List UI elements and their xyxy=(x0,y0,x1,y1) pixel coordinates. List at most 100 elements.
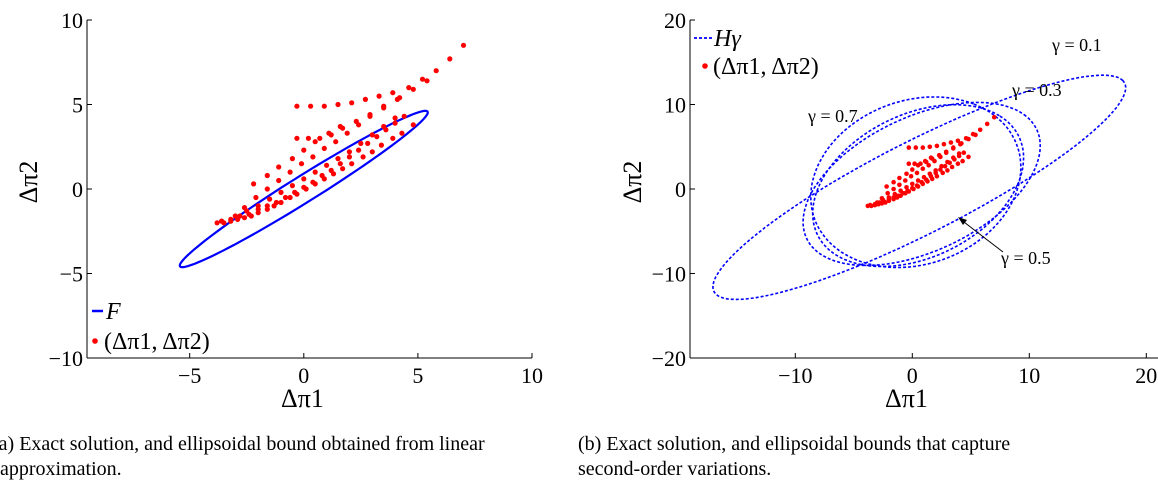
data-point xyxy=(381,123,387,130)
data-point xyxy=(867,202,873,208)
data-point xyxy=(360,154,366,160)
data-point xyxy=(294,103,300,109)
data-point xyxy=(335,156,341,162)
data-point xyxy=(891,179,896,185)
data-point xyxy=(328,132,334,138)
data-point xyxy=(401,113,407,119)
data-point xyxy=(955,161,961,166)
data-point xyxy=(897,175,902,181)
data-point xyxy=(929,156,935,161)
data-point xyxy=(287,169,293,175)
plot-a-axes xyxy=(86,19,533,359)
data-point xyxy=(294,135,300,141)
data-point xyxy=(310,154,316,160)
plot-a-y-tick-label: 10 xyxy=(61,8,83,33)
plot-a-legend: F (Δπ1, Δπ2) xyxy=(92,299,210,355)
legend-label-h-gamma: Hγ xyxy=(713,26,741,52)
data-point xyxy=(904,171,909,177)
data-point xyxy=(897,182,902,188)
h-gamma-ellipse-0-5 xyxy=(811,103,1025,268)
data-point xyxy=(298,161,305,167)
plot-b-y-tick-label: −20 xyxy=(652,346,686,371)
data-point xyxy=(874,200,880,205)
data-point xyxy=(255,203,261,209)
data-point xyxy=(305,135,311,141)
data-point xyxy=(945,168,950,173)
data-point xyxy=(933,168,938,173)
data-point xyxy=(951,145,956,150)
data-point xyxy=(337,161,343,167)
data-point xyxy=(921,174,927,180)
data-point xyxy=(879,196,885,201)
h-gamma-ellipse-0-1 xyxy=(712,74,1127,301)
data-point xyxy=(908,174,914,179)
data-point xyxy=(919,179,924,185)
caption-b-line-1: (b) Exact solution, and ellipsoidal boun… xyxy=(578,433,1011,455)
data-point xyxy=(949,164,955,170)
data-point xyxy=(942,163,948,169)
data-point xyxy=(941,141,947,147)
plot-a-y-tick-label: 5 xyxy=(72,93,83,118)
data-point xyxy=(356,147,362,153)
caption-a-line-1: (a) Exact solution, and ellipsoidal boun… xyxy=(0,433,485,455)
data-point xyxy=(940,170,945,176)
data-point xyxy=(358,140,364,146)
data-point xyxy=(346,154,352,160)
plot-b-axes xyxy=(689,19,1158,359)
plot-a-x-tick-label: −5 xyxy=(178,363,201,388)
plot-b-y-tick-label: 10 xyxy=(664,93,686,118)
data-point xyxy=(906,161,912,166)
caption-a-line-2: approximation. xyxy=(0,458,122,480)
data-point xyxy=(376,93,382,99)
data-point xyxy=(904,185,909,190)
data-point xyxy=(321,145,327,151)
data-point xyxy=(960,158,965,164)
data-point xyxy=(912,161,917,166)
data-point xyxy=(328,167,334,173)
data-point xyxy=(253,194,259,201)
data-point xyxy=(301,184,307,190)
data-point xyxy=(939,163,944,169)
data-point xyxy=(886,195,892,200)
data-point xyxy=(312,169,318,175)
data-point xyxy=(251,181,257,187)
data-point xyxy=(340,166,346,172)
data-point xyxy=(308,103,314,109)
data-point xyxy=(898,188,903,193)
data-point xyxy=(392,115,398,121)
data-point xyxy=(966,154,971,160)
caption-a: (a) Exact solution, and ellipsoidal boun… xyxy=(0,432,485,482)
plot-b-y-tick-label: 0 xyxy=(675,177,686,202)
data-point xyxy=(884,184,889,189)
plot-a-x-tick-label: 10 xyxy=(521,363,543,388)
data-point xyxy=(317,135,323,141)
legend-dot-swatch xyxy=(92,338,98,344)
data-point xyxy=(267,196,273,202)
plot-a-y-tick-label: −10 xyxy=(49,346,83,371)
plot-b: −10 0 10 20 −20 −10 0 10 20 Hγ (Δπ1, Δπ2) γ = 0.… xyxy=(618,8,1158,413)
data-point xyxy=(312,139,318,145)
data-point xyxy=(984,121,990,127)
plot-a-y-tick-label: −5 xyxy=(60,262,83,287)
data-point xyxy=(324,162,330,168)
data-point xyxy=(340,125,346,131)
data-point xyxy=(892,191,898,197)
plot-a: −5 0 5 10 −10 −5 0 5 10 F (Δπ1, Δπ2) Δπ1 Δπ2 xyxy=(14,8,543,413)
data-point xyxy=(977,127,983,133)
plot-a-x-tick-label: 5 xyxy=(412,363,423,388)
data-point xyxy=(945,159,950,165)
plot-b-x-tick-label: 20 xyxy=(1135,363,1157,388)
data-point xyxy=(913,145,919,150)
data-point xyxy=(920,145,926,150)
data-point xyxy=(276,164,282,170)
plot-b-x-tick-label: 10 xyxy=(1018,363,1040,388)
data-point xyxy=(927,144,933,150)
data-point xyxy=(914,183,920,188)
data-point xyxy=(264,203,270,209)
data-point xyxy=(310,179,316,185)
plot-a-y-tick-label: 0 xyxy=(72,177,83,202)
data-point xyxy=(951,155,956,160)
data-point xyxy=(321,103,327,109)
plot-b-tick-labels: −10 0 10 20 −20 −10 0 10 20 xyxy=(652,8,1158,388)
annotation-gamma-0-3: γ = 0.3 xyxy=(1011,80,1062,100)
